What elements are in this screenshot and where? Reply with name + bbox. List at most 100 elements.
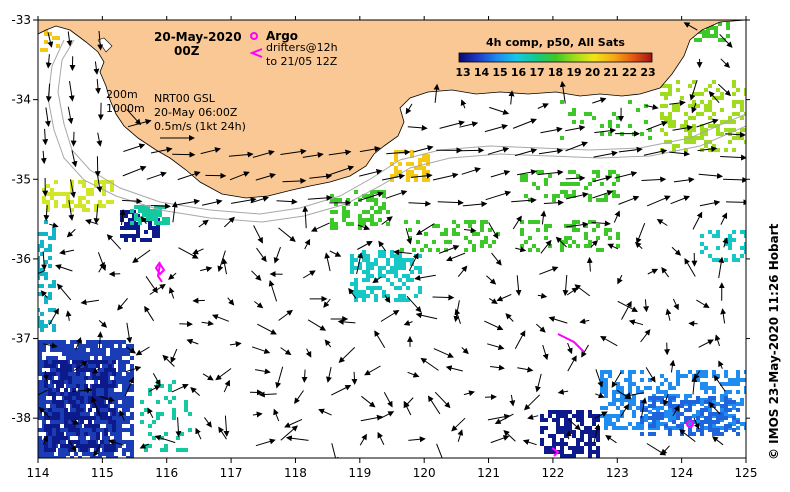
sst-cell bbox=[708, 424, 712, 428]
sst-cell bbox=[94, 348, 98, 352]
current-arrow bbox=[586, 256, 593, 272]
sst-cell bbox=[50, 356, 54, 360]
colorbar-tick-label: 14 bbox=[474, 66, 490, 79]
current-arrow bbox=[171, 383, 189, 393]
sst-cell bbox=[52, 360, 56, 364]
sst-cell bbox=[414, 178, 418, 182]
sst-cell bbox=[138, 221, 142, 225]
sst-cell bbox=[576, 174, 580, 178]
sst-cell bbox=[112, 384, 116, 388]
current-arrow bbox=[592, 175, 612, 183]
sst-cell bbox=[648, 410, 652, 414]
current-arrow bbox=[67, 106, 74, 125]
sst-cell bbox=[600, 374, 604, 378]
sst-cell bbox=[732, 382, 736, 386]
current-arrow bbox=[307, 319, 327, 331]
sst-cell bbox=[744, 234, 746, 238]
sst-cell bbox=[608, 374, 612, 378]
sst-cell bbox=[684, 136, 688, 140]
sst-cell bbox=[154, 205, 158, 209]
sst-cell bbox=[130, 209, 134, 213]
sst-cell bbox=[592, 170, 596, 174]
sst-cell bbox=[716, 230, 720, 234]
sst-cell bbox=[452, 220, 456, 224]
current-arrow bbox=[66, 228, 76, 238]
sst-cell bbox=[588, 112, 592, 116]
sst-cell bbox=[386, 210, 390, 214]
sst-cell bbox=[402, 298, 406, 302]
current-arrow bbox=[223, 415, 230, 437]
sst-cell bbox=[724, 428, 728, 432]
sst-cell bbox=[346, 214, 350, 218]
current-arrow bbox=[250, 196, 270, 204]
sst-cell bbox=[676, 394, 680, 398]
sst-cell bbox=[640, 416, 644, 420]
sst-cell bbox=[736, 432, 740, 436]
sst-cell bbox=[668, 432, 672, 436]
sst-cell bbox=[398, 298, 402, 302]
sst-cell bbox=[700, 132, 704, 136]
current-arrow bbox=[253, 225, 263, 244]
sst-cell bbox=[640, 378, 644, 382]
sst-cell bbox=[50, 456, 54, 458]
sst-cell bbox=[44, 416, 48, 420]
sst-cell bbox=[370, 214, 374, 218]
sst-cell bbox=[708, 416, 712, 420]
sst-cell bbox=[732, 136, 736, 140]
current-arrow bbox=[140, 215, 147, 225]
sst-cell bbox=[652, 424, 656, 428]
current-arrow bbox=[383, 392, 393, 408]
x-tick-label: 121 bbox=[477, 466, 500, 480]
sst-cell bbox=[130, 424, 134, 428]
current-arrow bbox=[361, 395, 376, 408]
sst-cell bbox=[152, 226, 156, 230]
sst-cell bbox=[96, 436, 100, 440]
sst-cell bbox=[692, 420, 696, 424]
sst-cell bbox=[688, 140, 692, 144]
sst-cell bbox=[668, 386, 672, 390]
sst-cell bbox=[700, 234, 704, 238]
sst-cell bbox=[640, 420, 644, 424]
sst-cell bbox=[700, 370, 704, 374]
sst-cell bbox=[378, 266, 382, 270]
sst-cell bbox=[38, 320, 40, 324]
sst-cell bbox=[86, 412, 90, 416]
current-arrow bbox=[540, 126, 563, 134]
current-arrow bbox=[446, 252, 466, 262]
current-arrow bbox=[540, 210, 547, 225]
sst-cell bbox=[684, 394, 688, 398]
sst-cell bbox=[102, 436, 106, 440]
current-arrow bbox=[646, 120, 668, 131]
y-tick-label: -34 bbox=[11, 93, 31, 107]
sst-cell bbox=[122, 364, 126, 368]
sst-cell bbox=[604, 422, 608, 426]
sst-cell bbox=[572, 430, 576, 434]
sst-cell bbox=[64, 372, 68, 376]
sst-cell bbox=[50, 452, 54, 456]
sst-cell bbox=[38, 356, 42, 360]
sst-cell bbox=[362, 294, 366, 298]
sst-cell bbox=[628, 398, 632, 402]
current-arrow bbox=[415, 312, 438, 320]
sst-cell bbox=[42, 456, 46, 458]
sst-cell bbox=[688, 128, 692, 132]
current-arrow bbox=[683, 22, 698, 31]
sst-cell bbox=[38, 396, 42, 400]
sst-cell bbox=[628, 100, 632, 104]
sst-cell bbox=[536, 186, 540, 190]
sst-cell bbox=[130, 416, 134, 420]
sst-cell bbox=[568, 194, 572, 198]
x-tick-label: 124 bbox=[670, 466, 693, 480]
current-arrow bbox=[98, 261, 105, 273]
sst-cell bbox=[126, 344, 130, 348]
current-arrow bbox=[301, 369, 308, 383]
sst-cell bbox=[600, 182, 604, 186]
sst-cell bbox=[544, 446, 548, 450]
current-arrow bbox=[595, 392, 605, 399]
sst-cell bbox=[724, 370, 728, 374]
sst-cell bbox=[588, 220, 592, 224]
sst-cell bbox=[38, 440, 42, 444]
sst-cell bbox=[42, 376, 46, 380]
current-arrow bbox=[348, 287, 357, 299]
sst-cell bbox=[44, 48, 48, 52]
